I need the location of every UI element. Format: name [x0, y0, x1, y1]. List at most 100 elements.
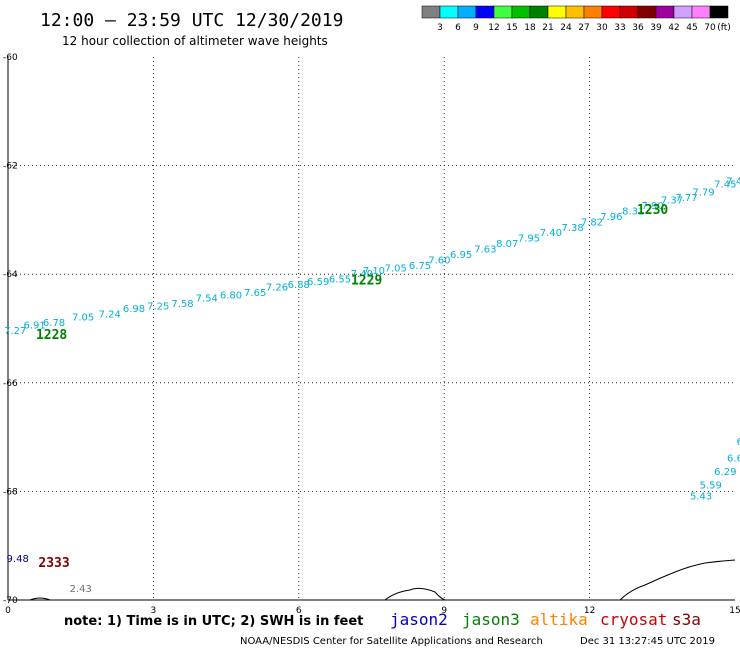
swh-value: 7.45	[714, 179, 736, 190]
swh-points: 7.276.916.78 7.05 7.24 6.98 7.25 7.58 7.54 6.80…	[4, 177, 740, 595]
swh-value: 6.59	[307, 277, 329, 288]
y-tick-label: -68	[3, 487, 18, 497]
swh-value: 7.65	[244, 288, 266, 299]
satellite-name: altika	[530, 610, 588, 629]
scale-label: 18	[524, 23, 536, 33]
x-tick-label: 9	[441, 606, 447, 616]
scale-label: 27	[578, 23, 589, 33]
scale-swatch	[673, 5, 693, 19]
swh-value: 6.75	[409, 261, 431, 272]
swh-value: 6	[737, 437, 740, 448]
scale-swatch	[457, 5, 477, 19]
scale-swatch	[655, 5, 675, 19]
scale-swatch	[511, 5, 531, 19]
swh-value: 7.25	[147, 301, 169, 312]
scale-label: 33	[614, 23, 625, 33]
swh-value: 7.90	[641, 201, 663, 212]
scale-label: 12	[488, 23, 499, 33]
swh-value: 7.96	[600, 212, 622, 223]
scale-swatch	[547, 5, 567, 19]
scale-swatch	[601, 5, 621, 19]
pass-label: 1230	[637, 203, 668, 218]
scale-label: (ft)	[717, 23, 731, 33]
coastline	[29, 559, 736, 601]
swh-value: 7.79	[692, 187, 714, 198]
scale-label: 42	[668, 23, 679, 33]
footer-timestamp: Dec 31 13:27:45 UTC 2019	[580, 636, 715, 647]
swh-value: 7.37	[661, 196, 683, 207]
swh-value: 7.26	[266, 282, 288, 293]
x-tick-label: 15	[729, 606, 740, 616]
swh-value: 7.05	[385, 263, 407, 274]
satellite-name: cryosat	[600, 610, 667, 629]
swh-value: 7.05	[72, 312, 94, 323]
scale-label: 39	[650, 23, 662, 33]
pass-label: 2333	[38, 556, 69, 571]
swh-value: 7.63	[474, 244, 496, 255]
pass-labels: 1228 1229 1230 2333	[36, 203, 668, 571]
scale-swatch	[583, 5, 603, 19]
swh-value: 6.78	[43, 318, 65, 329]
color-scale: 3 6 9 12 15 18 21 24 27 30 33 36 39 42 45 70 (ft)	[421, 5, 731, 33]
scale-label: 9	[473, 23, 479, 33]
y-tick-label: -60	[3, 53, 18, 63]
swh-value: 2.43	[70, 584, 92, 595]
scale-label: 36	[632, 23, 644, 33]
x-tick-label: 3	[151, 606, 157, 616]
swh-value: 7.27	[4, 326, 26, 337]
swh-value: 7.40	[351, 269, 373, 280]
swh-value: 6.29	[714, 467, 736, 478]
swh-value: 7.54	[196, 293, 218, 304]
scale-swatch	[637, 5, 657, 19]
scale-swatch	[691, 5, 711, 19]
chart-subtitle: 12 hour collection of altimeter wave hei…	[62, 34, 328, 48]
swh-value: 6.91	[24, 321, 46, 332]
swh-value: 7.40	[540, 228, 562, 239]
pass-label: 1228	[36, 328, 67, 343]
grid-lines	[8, 57, 735, 600]
scale-label: 24	[560, 23, 572, 33]
swh-value: 6.55	[329, 274, 351, 285]
plot-frame	[7, 57, 735, 601]
swh-value: 8.31	[622, 206, 644, 217]
scale-label: 70	[704, 23, 716, 33]
scale-swatch	[565, 5, 585, 19]
scale-swatch	[439, 5, 459, 19]
swh-value: 7.82	[581, 217, 603, 228]
chart-title: 12:00 – 23:59 UTC 12/30/2019	[40, 10, 343, 31]
scale-swatch	[619, 5, 639, 19]
scale-label: 30	[596, 23, 608, 33]
scale-label: 6	[455, 23, 461, 33]
x-tick-label: 12	[584, 606, 595, 616]
pass-label: 1229	[351, 274, 382, 289]
swh-value: 7.58	[171, 299, 193, 310]
swh-value: 6.6	[727, 454, 740, 465]
swh-value: 7.60	[428, 255, 450, 266]
swh-value: 5.59	[700, 481, 722, 492]
scale-swatch	[421, 5, 441, 19]
scale-label: 21	[542, 23, 553, 33]
y-tick-label: -70	[3, 596, 18, 606]
scale-swatch	[493, 5, 513, 19]
swh-value: 5.43	[690, 492, 712, 503]
note-text: note: 1) Time is in UTC; 2) SWH is in fe…	[64, 614, 363, 629]
scale-label: 3	[437, 23, 443, 33]
scale-swatch	[475, 5, 495, 19]
swh-value: 8.07	[496, 239, 518, 250]
swh-value: 6.88	[288, 280, 310, 291]
scale-swatch	[529, 5, 549, 19]
x-tick-label: 0	[5, 606, 11, 616]
swh-value: 9.48	[7, 554, 29, 565]
swh-value: 7.77	[675, 193, 697, 204]
swh-value: 7.10	[363, 266, 385, 277]
satellite-name: jason2	[390, 610, 448, 629]
satellite-name: jason3	[462, 610, 520, 629]
y-tick-label: -64	[3, 270, 18, 280]
swh-value: 6.80	[220, 291, 242, 302]
swh-value: 6.95	[450, 250, 472, 261]
x-tick-label: 6	[296, 606, 302, 616]
footer-agency: NOAA/NESDIS Center for Satellite Applica…	[240, 636, 543, 647]
swh-value: 7.95	[518, 234, 540, 245]
y-tick-label: -66	[3, 379, 18, 389]
